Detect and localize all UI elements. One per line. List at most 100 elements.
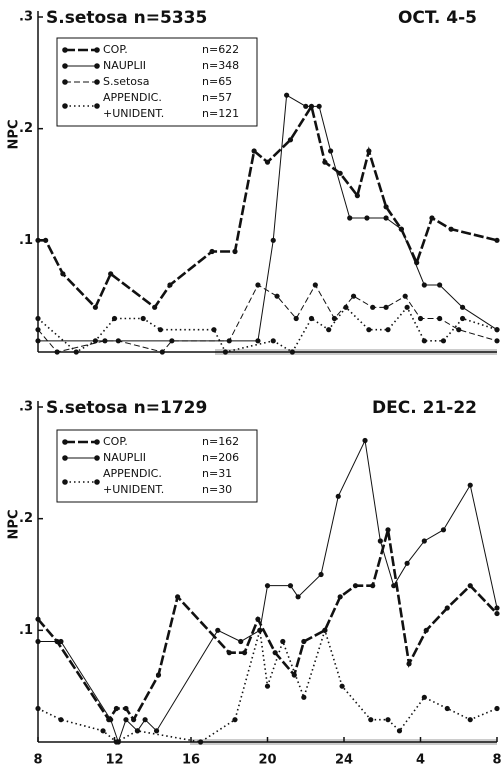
legend-dot <box>62 439 68 445</box>
chart-subtitle: OCT. 4-5 <box>398 8 477 28</box>
point <box>398 226 404 232</box>
point <box>377 538 383 544</box>
point <box>58 638 64 645</box>
point <box>270 338 276 344</box>
legend-label: +UNIDENT. <box>103 483 164 496</box>
point <box>35 616 41 622</box>
point <box>417 315 424 322</box>
point <box>467 583 473 589</box>
point <box>153 728 160 734</box>
point <box>421 538 427 544</box>
point <box>280 638 286 645</box>
point <box>159 349 165 355</box>
legend-n: n=65 <box>202 75 232 88</box>
point <box>108 717 114 723</box>
point <box>35 237 41 243</box>
legend-dot <box>94 103 100 109</box>
point <box>211 327 217 333</box>
point <box>437 315 443 322</box>
legend-label: S.setosa <box>103 75 150 88</box>
legend-n: n=121 <box>202 107 239 120</box>
point <box>140 315 146 322</box>
y-tick-label: .1 <box>19 233 33 248</box>
legend-n: n=57 <box>202 91 232 104</box>
point <box>322 159 328 165</box>
point <box>289 349 295 355</box>
point <box>108 271 114 277</box>
point <box>92 338 98 344</box>
point <box>35 705 41 712</box>
point <box>100 728 106 734</box>
legend-label: COP. <box>103 435 128 448</box>
point <box>264 683 271 689</box>
point <box>303 103 309 109</box>
point <box>169 338 175 344</box>
point <box>337 594 343 600</box>
legend-label: +UNIDENT. <box>103 107 164 120</box>
legend-dot <box>62 63 68 69</box>
point <box>494 338 500 344</box>
point <box>251 148 257 154</box>
point <box>43 237 49 243</box>
point <box>215 627 221 633</box>
point <box>264 159 271 165</box>
point <box>322 627 328 633</box>
point <box>175 594 181 600</box>
legend-n: n=206 <box>202 451 239 464</box>
point <box>35 638 41 645</box>
point <box>131 717 137 723</box>
point <box>152 304 158 310</box>
series-line <box>38 94 498 342</box>
point <box>429 215 435 221</box>
legend-box <box>56 37 258 127</box>
chart-title: S.setosa n=1729 <box>46 398 207 418</box>
series-line <box>37 627 498 743</box>
point <box>255 282 261 288</box>
point <box>287 137 294 143</box>
point <box>92 304 98 310</box>
point <box>123 717 129 723</box>
y-axis-label: NPC <box>7 120 22 150</box>
point <box>437 282 443 288</box>
point <box>197 739 204 745</box>
point <box>134 728 141 734</box>
point <box>155 672 162 678</box>
point <box>331 315 338 322</box>
point <box>421 282 427 288</box>
y-tick-label: .1 <box>19 623 33 638</box>
y-tick-label: .2 <box>19 511 33 526</box>
series-line <box>37 305 498 354</box>
point <box>60 271 66 277</box>
point <box>383 215 389 221</box>
x-tick-label: 4 <box>416 753 425 768</box>
point <box>54 349 60 355</box>
point <box>35 315 41 322</box>
series-line <box>38 438 498 744</box>
point <box>142 717 148 723</box>
legend-box <box>56 429 258 503</box>
legend-n: n=31 <box>202 467 232 480</box>
legend-label: APPENDIC. <box>103 467 162 480</box>
point <box>467 717 473 723</box>
point <box>444 605 450 611</box>
point <box>459 304 466 310</box>
point <box>222 349 229 355</box>
point <box>404 304 410 310</box>
x-tick-label: 24 <box>335 753 353 768</box>
legend-dot <box>94 47 100 53</box>
point <box>308 315 315 322</box>
point <box>270 237 276 243</box>
point <box>312 282 318 288</box>
point <box>444 705 450 712</box>
x-tick-label: 8 <box>492 753 501 768</box>
point <box>366 148 372 154</box>
point <box>232 248 238 255</box>
point <box>368 717 374 723</box>
legend-n: n=162 <box>202 435 239 448</box>
legend-n: n=622 <box>202 43 239 56</box>
point <box>35 338 41 344</box>
y-tick-label: .3 <box>19 400 33 415</box>
point <box>257 627 263 633</box>
point <box>362 437 368 444</box>
legend-dot <box>94 439 100 445</box>
